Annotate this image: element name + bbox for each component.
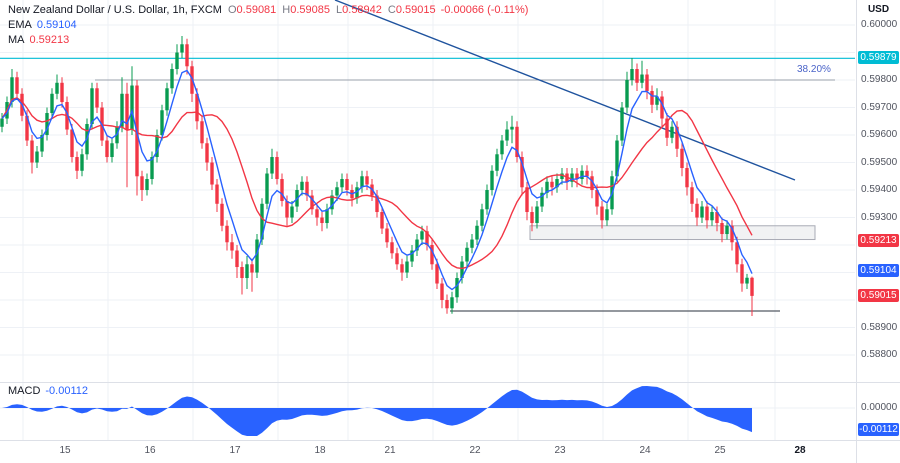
- price-tick: 0.59700: [861, 101, 898, 113]
- price-tick: 0.60000: [861, 19, 898, 31]
- ohlc-low-label: L: [336, 4, 343, 16]
- ema-line[interactable]: [1, 69, 753, 291]
- price-tick: 0.59300: [861, 211, 898, 223]
- price-tick: 0.59500: [861, 156, 898, 168]
- ohlc-close-value: 0.59015: [395, 4, 436, 16]
- time-label-23: 23: [554, 445, 566, 456]
- ohlc-high-label: H: [282, 4, 291, 16]
- ohlc-open-label: O: [227, 4, 237, 16]
- price-tick: 0.58800: [861, 349, 898, 361]
- ohlc-low-value: 0.58942: [342, 4, 382, 16]
- ema-label: EMA: [8, 19, 32, 31]
- price-badge-blue: 0.59104: [858, 264, 899, 278]
- ma-value: 0.59213: [29, 34, 70, 46]
- time-label-24: 24: [639, 445, 651, 456]
- currency-label: USD: [867, 4, 890, 15]
- price-badge-red: 0.59015: [858, 288, 899, 302]
- macd-value-badge: -0.00112: [858, 423, 899, 437]
- time-label-18: 18: [314, 445, 326, 456]
- price-tick: 0.58900: [861, 321, 898, 333]
- price-tick: 0.59400: [861, 184, 898, 196]
- time-label-21: 21: [384, 445, 396, 456]
- ohlc-high-value: 0.59085: [290, 4, 331, 16]
- chart-drawings[interactable]: [0, 0, 855, 312]
- symbol-legend: New Zealand Dollar / U.S. Dollar, 1h, FX…: [8, 3, 528, 48]
- overlay-indicators: [1, 69, 753, 291]
- axis-separator: [0, 440, 900, 441]
- ema-legend-row[interactable]: EMA 0.59104: [8, 18, 528, 33]
- macd-value: -0.00112: [45, 385, 88, 397]
- ma-label: MA: [8, 34, 25, 46]
- price-axis[interactable]: USD 0.60000 0.59800 0.59700 0.59600 0.59500 0…: [856, 0, 900, 463]
- symbol-row: New Zealand Dollar / U.S. Dollar, 1h, FX…: [8, 3, 528, 18]
- price-tick: 0.59600: [861, 129, 898, 141]
- macd-label: MACD: [8, 385, 41, 397]
- ma-line[interactable]: [1, 97, 753, 270]
- price-badge-red: 0.59213: [858, 234, 899, 248]
- price-zone-box[interactable]: [529, 225, 816, 241]
- candles: [0, 36, 754, 316]
- candlestick-chart[interactable]: [0, 0, 856, 463]
- change-value: -0.00066 (-0.11%): [440, 4, 529, 16]
- time-label-17: 17: [229, 445, 241, 456]
- time-label-25: 25: [714, 445, 726, 456]
- time-label-28: 28: [794, 445, 806, 456]
- price-badge-teal: 0.59879: [858, 51, 899, 65]
- ma-legend-row[interactable]: MA 0.59213: [8, 33, 528, 48]
- ohlc-close-label: C: [387, 4, 396, 16]
- fib-level-label[interactable]: 38.20%: [797, 64, 831, 75]
- time-label-16: 16: [144, 445, 156, 456]
- price-tick: 0.59800: [861, 74, 898, 86]
- pane-separator[interactable]: [0, 382, 900, 383]
- macd-zero-tick: 0.00000: [861, 402, 898, 413]
- ohlc-open-value: 0.59081: [236, 4, 277, 16]
- time-label-22: 22: [469, 445, 481, 456]
- macd-histogram: [2, 386, 752, 436]
- macd-legend[interactable]: MACD -0.00112: [8, 385, 88, 397]
- grid-lines: [0, 0, 855, 440]
- ema-value: 0.59104: [36, 19, 77, 31]
- symbol-title[interactable]: New Zealand Dollar / U.S. Dollar, 1h, FX…: [8, 4, 222, 16]
- time-label-15: 15: [59, 445, 71, 456]
- trend-line[interactable]: [334, 0, 796, 181]
- time-axis[interactable]: 15 16 17 18 21 22 23 24 25 28: [0, 441, 856, 463]
